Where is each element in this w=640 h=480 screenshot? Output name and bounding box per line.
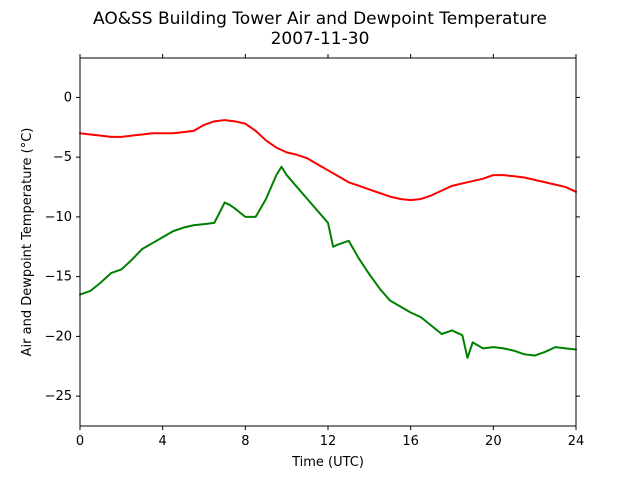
y-tick-label: 0 <box>64 90 72 105</box>
x-tick-label: 0 <box>76 434 84 449</box>
x-axis: 0 4 8 12 16 20 24 <box>76 54 584 449</box>
y-axis-label: Air and Dewpoint Temperature (°C) <box>20 128 35 357</box>
y-tick-label: −25 <box>45 389 72 404</box>
chart-title: AO&SS Building Tower Air and Dewpoint Te… <box>93 9 547 29</box>
x-tick-label: 8 <box>241 434 249 449</box>
y-axis: 0 −5 −10 −15 −20 −25 <box>45 90 580 404</box>
x-tick-label: 16 <box>402 434 419 449</box>
x-tick-label: 24 <box>568 434 585 449</box>
series-layer <box>79 119 577 359</box>
x-tick-label: 12 <box>320 434 337 449</box>
x-axis-label: Time (UTC) <box>291 455 364 470</box>
y-tick-label: −15 <box>45 270 72 285</box>
y-tick-label: −10 <box>45 210 72 225</box>
x-tick-label: 20 <box>485 434 502 449</box>
x-tick-label: 4 <box>159 434 167 449</box>
y-tick-label: −20 <box>45 329 72 344</box>
air-temperature-line <box>79 119 577 202</box>
y-tick-label: −5 <box>53 150 72 165</box>
chart-subtitle: 2007-11-30 <box>271 29 370 49</box>
dewpoint-temperature-line <box>79 165 577 359</box>
